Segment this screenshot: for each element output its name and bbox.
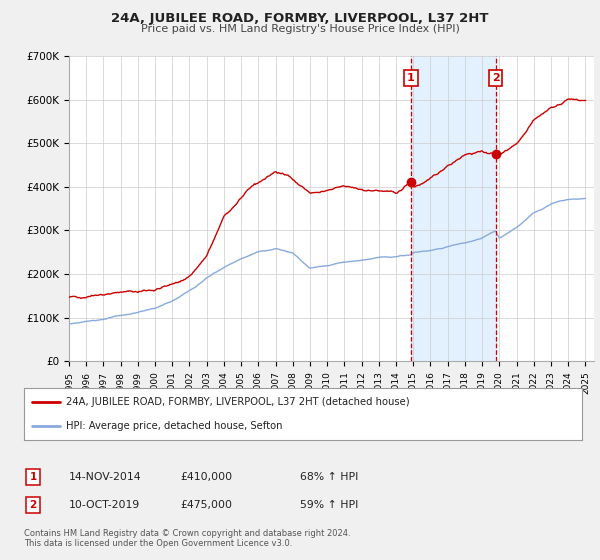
Text: 1: 1	[407, 73, 415, 83]
Text: Price paid vs. HM Land Registry's House Price Index (HPI): Price paid vs. HM Land Registry's House …	[140, 24, 460, 34]
Text: 2: 2	[29, 500, 37, 510]
Text: 24A, JUBILEE ROAD, FORMBY, LIVERPOOL, L37 2HT: 24A, JUBILEE ROAD, FORMBY, LIVERPOOL, L3…	[111, 12, 489, 25]
Text: HPI: Average price, detached house, Sefton: HPI: Average price, detached house, Seft…	[66, 421, 283, 431]
Text: This data is licensed under the Open Government Licence v3.0.: This data is licensed under the Open Gov…	[24, 539, 292, 548]
Text: 2: 2	[491, 73, 499, 83]
Text: £475,000: £475,000	[180, 500, 232, 510]
Text: 68% ↑ HPI: 68% ↑ HPI	[300, 472, 358, 482]
Text: 24A, JUBILEE ROAD, FORMBY, LIVERPOOL, L37 2HT (detached house): 24A, JUBILEE ROAD, FORMBY, LIVERPOOL, L3…	[66, 397, 409, 407]
Text: Contains HM Land Registry data © Crown copyright and database right 2024.: Contains HM Land Registry data © Crown c…	[24, 529, 350, 538]
Text: 14-NOV-2014: 14-NOV-2014	[69, 472, 142, 482]
Bar	[411, 56, 496, 361]
Text: 10-OCT-2019: 10-OCT-2019	[69, 500, 140, 510]
Text: £410,000: £410,000	[180, 472, 232, 482]
Text: 1: 1	[29, 472, 37, 482]
Text: 59% ↑ HPI: 59% ↑ HPI	[300, 500, 358, 510]
